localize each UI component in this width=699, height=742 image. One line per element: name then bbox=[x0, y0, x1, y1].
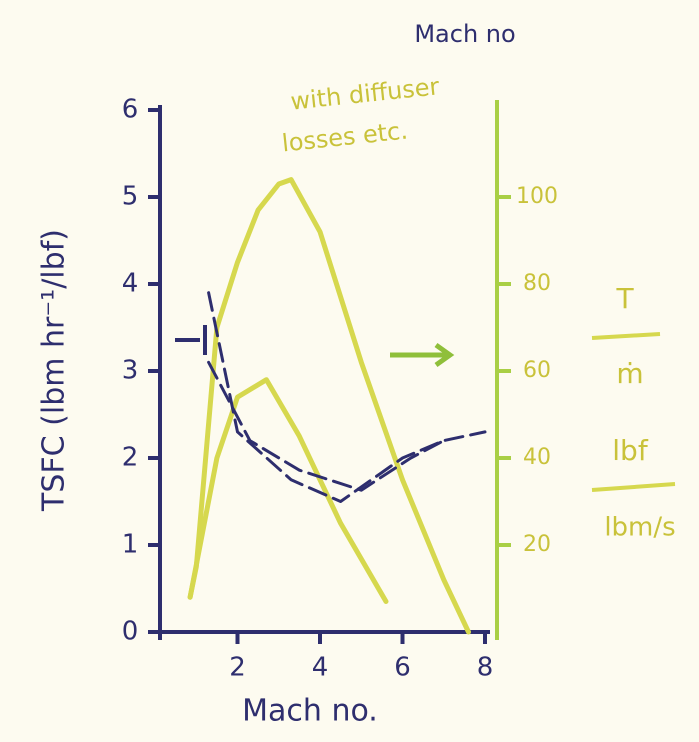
x-tick-label: 8 bbox=[477, 653, 494, 683]
y-tick-label: 5 bbox=[122, 182, 139, 212]
y2-tick-label: 100 bbox=[516, 184, 558, 209]
x-axis-label: Mach no. bbox=[242, 694, 378, 729]
x-tick-label: 6 bbox=[394, 653, 411, 683]
y-tick-label: 0 bbox=[122, 617, 139, 647]
y2-label-part: T bbox=[615, 282, 634, 315]
y-tick-label: 6 bbox=[122, 95, 139, 125]
y2-tick-label: 60 bbox=[523, 358, 551, 383]
y2-tick-label: 40 bbox=[523, 445, 551, 470]
y-tick-label: 2 bbox=[122, 443, 139, 473]
y2-tick-label: 80 bbox=[523, 271, 551, 296]
y2-label-part: ṁ bbox=[616, 357, 643, 390]
chart: TSFC (lbm hr⁻¹/lbf) Mach no. Mach no wit… bbox=[0, 0, 699, 742]
y2-label-part: lbm/s bbox=[604, 513, 675, 543]
x-tick-label: 2 bbox=[229, 653, 246, 683]
y2-label-part: lbf bbox=[612, 434, 649, 467]
y2-tick-label: 20 bbox=[523, 532, 551, 557]
y-tick-label: 1 bbox=[122, 530, 139, 560]
y-axis-label: TSFC (lbm hr⁻¹/lbf) bbox=[37, 229, 72, 512]
y-tick-label: 4 bbox=[122, 269, 139, 299]
page: {"chart_data": { "type": "line", "x_labe… bbox=[0, 0, 699, 742]
annotation: Mach no bbox=[414, 20, 515, 48]
x-tick-label: 4 bbox=[312, 653, 329, 683]
y-tick-label: 3 bbox=[122, 356, 139, 386]
